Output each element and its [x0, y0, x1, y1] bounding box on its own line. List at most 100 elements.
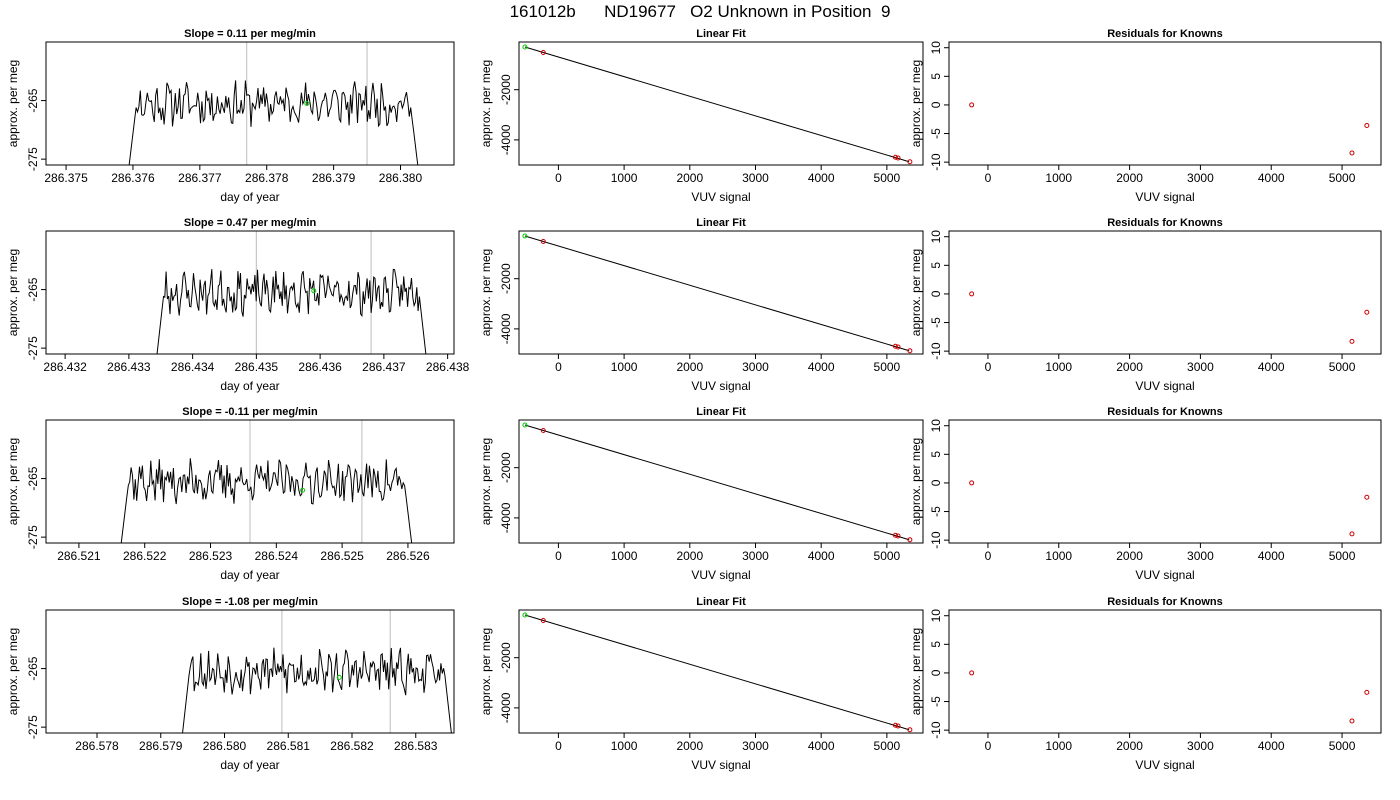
y-tick-label: -275 — [26, 715, 40, 739]
y-axis-label: approx. per meg — [909, 628, 923, 715]
unknown-point — [522, 44, 528, 50]
x-tick-label: 286.521 — [57, 549, 101, 563]
plot-frame — [948, 609, 1382, 734]
known-point — [892, 343, 898, 349]
x-axis-label: VUV signal — [691, 568, 750, 582]
residual-point — [1364, 123, 1370, 129]
residual-point — [1349, 531, 1355, 537]
y-tick-label: 5 — [929, 451, 943, 458]
x-tick-label: 286.580 — [203, 739, 247, 753]
x-tick-label: 4000 — [1258, 739, 1285, 753]
x-tick-label: 286.379 — [312, 171, 356, 185]
x-tick-label: 1000 — [611, 171, 638, 185]
known-point — [895, 155, 901, 161]
x-tick-label: 0 — [985, 171, 992, 185]
residual-point — [969, 291, 975, 297]
x-tick-label: 3000 — [742, 171, 769, 185]
x-tick-label: 3000 — [1187, 549, 1214, 563]
x-tick-label: 3000 — [742, 739, 769, 753]
known-point — [895, 723, 901, 729]
y-tick-label: -10 — [929, 342, 943, 360]
y-tick-label: -5 — [929, 506, 943, 517]
residual-point — [969, 670, 975, 676]
panel-title: Residuals for Knowns — [1107, 406, 1223, 418]
signal-trace — [128, 80, 419, 165]
signal-trace — [156, 268, 427, 354]
x-tick-label: 286.523 — [189, 549, 233, 563]
x-tick-label: 5000 — [1329, 549, 1356, 563]
y-tick-label: -4000 — [499, 124, 513, 155]
x-tick-label: 2000 — [1116, 739, 1143, 753]
y-tick-label: -4000 — [499, 502, 513, 533]
plot-frame — [45, 419, 455, 544]
x-tick-label: 0 — [555, 549, 562, 563]
y-tick-label: 10 — [929, 609, 943, 623]
y-tick-label: 10 — [929, 230, 943, 244]
x-axis-label: day of year — [220, 568, 279, 582]
plot-frame — [518, 419, 924, 544]
y-tick-label: -10 — [929, 153, 943, 171]
y-axis-label: approx. per meg — [479, 249, 493, 336]
panel-title: Residuals for Knowns — [1107, 596, 1223, 608]
x-tick-label: 286.581 — [267, 739, 311, 753]
y-tick-label: -275 — [26, 525, 40, 549]
x-tick-label: 4000 — [808, 360, 835, 374]
known-point — [540, 618, 546, 624]
unknown-point — [311, 288, 317, 294]
x-tick-label: 4000 — [1258, 171, 1285, 185]
y-axis-label: approx. per meg — [479, 438, 493, 525]
y-axis-label: approx. per meg — [6, 628, 20, 715]
x-tick-label: 286.525 — [320, 549, 364, 563]
x-tick-label: 0 — [555, 739, 562, 753]
y-axis-label: approx. per meg — [6, 249, 20, 336]
x-axis-label: VUV signal — [691, 379, 750, 393]
x-tick-label: 0 — [985, 549, 992, 563]
y-tick-label: -2000 — [499, 263, 513, 294]
x-tick-label: 3000 — [742, 360, 769, 374]
fit-line — [524, 235, 910, 352]
y-tick-label: 0 — [929, 101, 943, 108]
panel-title: Slope = 0.47 per meg/min — [184, 217, 317, 229]
x-tick-label: 5000 — [1329, 739, 1356, 753]
x-tick-label: 4000 — [808, 549, 835, 563]
y-tick-label: -5 — [929, 128, 943, 139]
x-tick-label: 286.378 — [245, 171, 289, 185]
x-tick-label: 286.380 — [379, 171, 423, 185]
unknown-point — [300, 487, 306, 493]
y-axis-label: approx. per meg — [6, 438, 20, 525]
x-tick-label: 1000 — [611, 549, 638, 563]
x-tick-label: 286.432 — [43, 360, 87, 374]
unknown-point — [522, 612, 528, 618]
x-axis-label: VUV signal — [1135, 758, 1194, 772]
x-tick-label: 2000 — [1116, 171, 1143, 185]
known-point — [895, 533, 901, 539]
known-point — [907, 159, 913, 165]
plot-frame — [45, 41, 455, 166]
x-tick-label: 286.583 — [394, 739, 438, 753]
fit-line — [524, 614, 910, 731]
x-tick-label: 286.522 — [123, 549, 167, 563]
x-tick-label: 286.376 — [111, 171, 155, 185]
signal-trace — [182, 647, 452, 733]
known-point — [907, 537, 913, 543]
residual-point — [1349, 718, 1355, 724]
y-tick-label: 0 — [929, 479, 943, 486]
x-tick-label: 1000 — [1045, 549, 1072, 563]
y-tick-label: -10 — [929, 721, 943, 739]
x-tick-label: 286.377 — [178, 171, 222, 185]
x-tick-label: 5000 — [874, 171, 901, 185]
x-tick-label: 286.436 — [298, 360, 342, 374]
plot-frame — [948, 419, 1382, 544]
y-tick-label: -265 — [26, 466, 40, 490]
y-tick-label: -2000 — [499, 452, 513, 483]
x-axis-label: VUV signal — [1135, 379, 1194, 393]
residual-point — [1364, 309, 1370, 315]
fit-line — [524, 46, 910, 163]
x-tick-label: 1000 — [1045, 360, 1072, 374]
y-tick-label: -2000 — [499, 642, 513, 673]
signal-trace — [120, 458, 413, 543]
x-tick-label: 3000 — [742, 549, 769, 563]
x-tick-label: 1000 — [611, 739, 638, 753]
known-point — [907, 348, 913, 354]
